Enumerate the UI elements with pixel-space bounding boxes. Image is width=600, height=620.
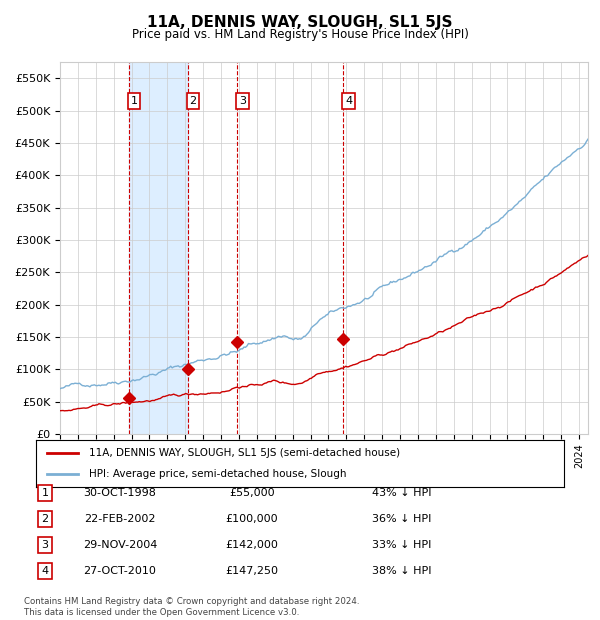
Text: 29-NOV-2004: 29-NOV-2004 bbox=[83, 540, 157, 550]
Text: £147,250: £147,250 bbox=[226, 566, 278, 576]
Text: 4: 4 bbox=[41, 566, 49, 576]
Text: 1: 1 bbox=[130, 96, 137, 106]
Text: 11A, DENNIS WAY, SLOUGH, SL1 5JS: 11A, DENNIS WAY, SLOUGH, SL1 5JS bbox=[147, 16, 453, 30]
Text: £142,000: £142,000 bbox=[226, 540, 278, 550]
Text: £55,000: £55,000 bbox=[229, 488, 275, 498]
Text: 43% ↓ HPI: 43% ↓ HPI bbox=[372, 488, 432, 498]
Text: 36% ↓ HPI: 36% ↓ HPI bbox=[373, 514, 431, 524]
Text: 22-FEB-2002: 22-FEB-2002 bbox=[84, 514, 156, 524]
Text: 11A, DENNIS WAY, SLOUGH, SL1 5JS (semi-detached house): 11A, DENNIS WAY, SLOUGH, SL1 5JS (semi-d… bbox=[89, 448, 400, 458]
Text: 1: 1 bbox=[41, 488, 49, 498]
Text: Price paid vs. HM Land Registry's House Price Index (HPI): Price paid vs. HM Land Registry's House … bbox=[131, 28, 469, 41]
Text: 38% ↓ HPI: 38% ↓ HPI bbox=[372, 566, 432, 576]
Text: £100,000: £100,000 bbox=[226, 514, 278, 524]
Text: 4: 4 bbox=[345, 96, 352, 106]
Text: 2: 2 bbox=[190, 96, 197, 106]
Text: 2: 2 bbox=[41, 514, 49, 524]
Bar bbox=[128, 62, 188, 434]
Text: HPI: Average price, semi-detached house, Slough: HPI: Average price, semi-detached house,… bbox=[89, 469, 346, 479]
Text: 3: 3 bbox=[239, 96, 246, 106]
Text: 33% ↓ HPI: 33% ↓ HPI bbox=[373, 540, 431, 550]
Text: 27-OCT-2010: 27-OCT-2010 bbox=[83, 566, 157, 576]
Text: 3: 3 bbox=[41, 540, 49, 550]
Text: 30-OCT-1998: 30-OCT-1998 bbox=[83, 488, 157, 498]
Text: Contains HM Land Registry data © Crown copyright and database right 2024.
This d: Contains HM Land Registry data © Crown c… bbox=[24, 598, 359, 617]
